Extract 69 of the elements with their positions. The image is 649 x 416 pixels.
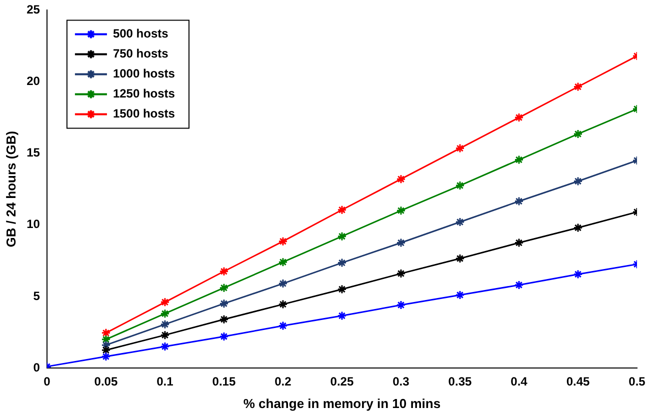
point <box>278 300 288 310</box>
point <box>514 238 524 248</box>
legend-label: 750 hosts <box>112 46 169 61</box>
y-tick-label: 20 <box>26 74 40 88</box>
point <box>278 278 288 288</box>
point <box>278 321 288 331</box>
point <box>101 352 111 362</box>
legend-label: 1500 hosts <box>112 106 176 121</box>
point <box>337 284 347 294</box>
point <box>396 174 406 184</box>
x-tick-label: 0.35 <box>448 374 472 389</box>
y-tick-label: 0 <box>33 360 40 374</box>
point <box>101 340 111 350</box>
point <box>396 238 406 248</box>
point <box>219 266 229 276</box>
point <box>573 129 583 139</box>
point <box>573 222 583 232</box>
point <box>514 112 524 122</box>
point <box>219 283 229 293</box>
point <box>455 217 465 227</box>
x-tick-label: 0.2 <box>274 374 292 389</box>
point <box>573 82 583 92</box>
point <box>278 236 288 246</box>
x-axis-title: % change in memory in 10 mins <box>243 396 441 411</box>
point <box>455 144 465 154</box>
point <box>573 176 583 186</box>
point <box>219 332 229 342</box>
point <box>160 297 170 307</box>
point <box>455 290 465 300</box>
x-tick-label: 0.3 <box>392 374 410 389</box>
legend-label: 1000 hosts <box>112 66 176 81</box>
point <box>337 205 347 215</box>
legend-label: 1250 hosts <box>112 86 176 101</box>
x-tick-label: 0.25 <box>330 374 354 389</box>
x-tick-label: 0.4 <box>510 374 528 389</box>
point <box>337 311 347 321</box>
y-axis-title: GB / 24 hours (GB) <box>3 130 18 248</box>
point <box>219 298 229 308</box>
point <box>514 196 524 206</box>
y-tick-label: 25 <box>26 2 40 17</box>
point <box>160 342 170 352</box>
point <box>160 308 170 318</box>
point <box>396 206 406 216</box>
point <box>455 180 465 190</box>
point <box>514 280 524 290</box>
y-tick-label: 10 <box>26 217 40 232</box>
point <box>337 258 347 268</box>
point <box>573 270 583 280</box>
point <box>160 330 170 340</box>
point <box>396 268 406 278</box>
point <box>514 155 524 165</box>
legend-label: 500 hosts <box>112 26 169 41</box>
point <box>396 300 406 310</box>
point <box>455 254 465 264</box>
point <box>219 314 229 324</box>
point <box>160 320 170 330</box>
point <box>101 345 111 355</box>
y-tick-label: 5 <box>33 288 40 303</box>
point <box>337 232 347 242</box>
x-tick-label: 0 <box>44 374 51 389</box>
point <box>101 328 111 338</box>
point <box>278 257 288 267</box>
x-tick-label: 0.15 <box>212 374 236 389</box>
x-tick-label: 0.05 <box>94 374 118 389</box>
x-tick-label: 0.5 <box>628 374 646 389</box>
point <box>101 334 111 344</box>
x-tick-label: 0.1 <box>156 374 174 389</box>
y-tick-label: 15 <box>26 146 40 160</box>
x-tick-label: 0.45 <box>566 374 590 389</box>
